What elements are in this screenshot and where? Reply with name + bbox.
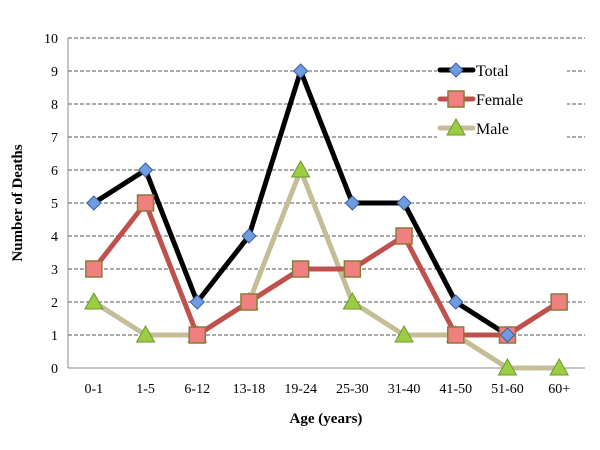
data-point-female (85, 260, 103, 278)
data-point-male (290, 159, 311, 178)
series-line-male (92, 167, 560, 371)
data-point-total (344, 195, 361, 211)
legend-marker (447, 90, 465, 108)
x-tick-label: 0-1 (85, 382, 104, 397)
x-tick-label: 31-40 (388, 382, 421, 397)
data-point-male (342, 291, 363, 310)
x-tick-label: 13-18 (233, 382, 266, 397)
legend-label: Total (476, 63, 509, 80)
x-tick-label: 1-5 (136, 382, 155, 397)
data-point-female (395, 227, 413, 245)
legend-marker (448, 62, 464, 78)
legend-marker (446, 117, 466, 136)
legend-background (437, 118, 567, 138)
data-point-female (343, 260, 362, 278)
y-tick-label: 4 (51, 230, 58, 245)
x-tick-label: 19-24 (284, 382, 317, 397)
legend-background (437, 89, 567, 109)
data-point-total (137, 162, 154, 178)
y-tick-label: 7 (51, 131, 58, 146)
y-tick-label: 8 (51, 98, 58, 113)
data-point-total (292, 63, 309, 79)
y-tick-label: 10 (44, 32, 58, 47)
data-point-male (549, 357, 570, 376)
data-point-female (240, 293, 258, 311)
legend-background (437, 60, 567, 80)
data-point-total (189, 294, 205, 310)
data-point-total (499, 327, 516, 343)
y-tick-label: 2 (51, 296, 58, 311)
data-point-male (83, 291, 104, 310)
y-tick-label: 3 (51, 263, 58, 278)
legend-label: Female (476, 92, 523, 109)
series-line-total (92, 68, 509, 338)
data-point-female (447, 326, 465, 344)
data-point-total (396, 195, 412, 211)
x-tick-label: 51-60 (491, 382, 524, 397)
y-tick-label: 9 (51, 65, 58, 80)
series-line-female (91, 200, 561, 338)
data-point-female (291, 260, 310, 278)
data-point-total (448, 294, 464, 310)
data-point-female (550, 293, 568, 311)
data-point-female (136, 194, 155, 212)
y-axis-label: Number of Deaths (10, 144, 26, 261)
x-tick-label: 25-30 (336, 382, 369, 397)
data-point-male (135, 324, 156, 343)
legend-label: Male (476, 121, 509, 138)
y-tick-label: 5 (51, 197, 58, 212)
data-point-female (188, 326, 206, 344)
data-point-male (497, 357, 518, 376)
x-tick-label: 41-50 (439, 382, 472, 397)
x-axis-label: Age (years) (290, 411, 363, 427)
y-tick-label: 1 (51, 329, 58, 344)
y-tick-label: 6 (51, 164, 58, 179)
x-tick-label: 60+ (548, 382, 570, 397)
data-point-male (394, 324, 414, 343)
data-point-total (86, 195, 102, 211)
data-point-total (241, 228, 257, 244)
x-tick-label: 6-12 (184, 382, 210, 397)
y-tick-label: 0 (51, 362, 58, 377)
